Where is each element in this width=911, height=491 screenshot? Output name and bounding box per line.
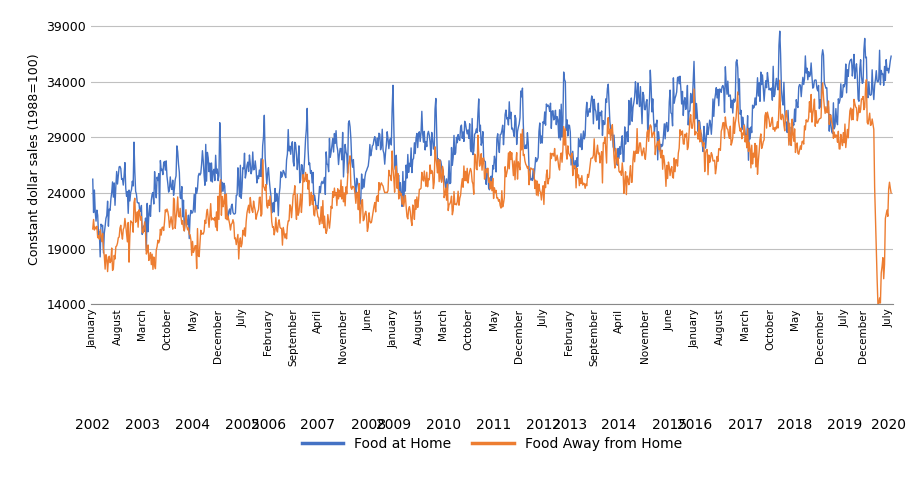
Legend: Food at Home, Food Away from Home: Food at Home, Food Away from Home: [296, 432, 688, 457]
Y-axis label: Constant dollar sales (1988=100): Constant dollar sales (1988=100): [28, 54, 41, 266]
